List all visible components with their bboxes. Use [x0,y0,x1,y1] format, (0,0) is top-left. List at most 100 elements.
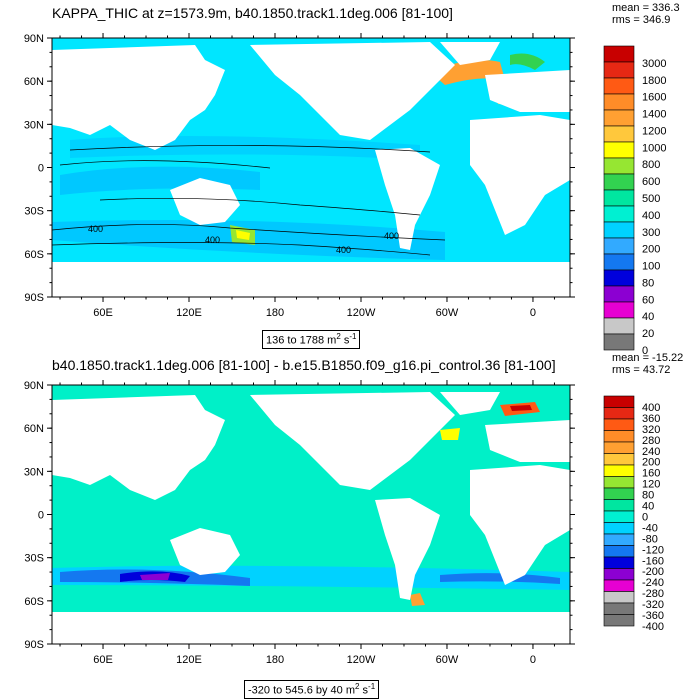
lon-tick-label: 0 [530,654,536,666]
colorbar-label: 360 [642,413,660,425]
lon-tick-label: 120E [176,307,202,319]
colorbar-label: 20 [642,328,654,340]
colorbar-label: 400 [642,402,660,414]
colorbar-swatch [603,301,635,319]
anomaly-band [440,573,560,584]
map-panel-top: KAPPA_THIC at z=1573.9m, b40.1850.track1… [24,2,680,357]
colorbar-label: 400 [642,210,660,222]
colorbar-swatch [603,269,635,287]
lon-tick-label: 0 [530,307,536,319]
lon-tick-label: 180 [266,307,284,319]
colorbar-label: -160 [642,555,664,567]
lon-tick-label: 120W [347,307,376,319]
colorbar-swatch [603,285,635,303]
lon-tick-label: 120E [176,654,202,666]
lon-tick-label: 60E [93,307,113,319]
colorbar: 40036032028024020016012080400-40-80-120-… [603,395,664,633]
lon-tick-label: 60W [436,307,459,319]
anomaly-band [140,573,170,580]
lat-tick-label: 0 [38,163,44,175]
colorbar-label: -280 [642,588,664,600]
colorbar-swatch [603,317,635,335]
colorbar: 3000180016001400120010008006005004003002… [603,45,666,357]
colorbar-swatch [603,253,635,271]
colorbar-label: 100 [642,261,660,273]
colorbar-swatch [603,510,635,523]
colorbar-swatch [603,395,635,408]
colorbar-swatch [603,430,635,443]
axes: 90N 60N 30N 0 30S 60S 90S 60E 120E 180 120W 60W 0 [24,380,575,666]
colorbar-label: 500 [642,193,660,205]
lon-tick-label: 60W [436,654,459,666]
lat-tick-label: 90N [24,33,44,45]
panel-title: KAPPA_THIC at z=1573.9m, b40.1850.track1… [52,5,453,21]
lat-tick-label: 30N [24,466,44,478]
hotspot [510,53,545,70]
colorbar-label: 280 [642,435,660,447]
panel-title: b40.1850.track1.1deg.006 [81-100] - b.e1… [52,357,556,373]
colorbar-label: 40 [642,311,654,323]
lat-tick-label: 0 [38,510,44,522]
colorbar-swatch [603,591,635,604]
colorbar-label: 800 [642,159,660,171]
lat-tick-label: 90S [24,639,44,651]
contour-label: 400 [205,235,220,245]
colorbar-swatch [603,173,635,191]
lat-tick-label: 90S [24,292,44,304]
colorbar-swatch [603,533,635,546]
colorbar-label: 60 [642,294,654,306]
colorbar-label: 40 [642,501,654,513]
colorbar-swatch [603,418,635,431]
colorbar-swatch [603,109,635,127]
colorbar-label: 3000 [642,58,666,70]
colorbar-swatch [603,407,635,420]
range-label: -320 to 545.6 by 40 m2 s-1 [244,680,380,699]
colorbar-swatch [603,464,635,477]
lon-tick-label: 120W [347,654,376,666]
lat-tick-label: 60N [24,423,44,435]
colorbar-label: 1800 [642,75,666,87]
colorbar-label: 0 [642,511,648,523]
colorbar-swatch [603,453,635,466]
stats-block: mean = -15.22 rms = 43.72 [612,352,683,376]
lat-tick-label: 30S [24,553,44,565]
colorbar-label: -240 [642,577,664,589]
hotspot [236,230,250,240]
anomaly-hotspot [410,593,425,606]
colorbar-swatch [603,556,635,569]
lat-tick-label: 90N [24,380,44,392]
rms-value: rms = 43.72 [612,364,671,376]
colorbar-swatch [603,333,635,351]
mean-value: mean = 336.3 [612,2,680,14]
colorbar-label: 120 [642,479,660,491]
colorbar-label: 240 [642,446,660,458]
colorbar-label: 300 [642,227,660,239]
colorbar-label: 1400 [642,109,666,121]
colorbar-label: -400 [642,621,664,633]
colorbar-label: 1200 [642,125,666,137]
colorbar-label: -40 [642,522,658,534]
anomaly-hotspot [510,405,532,411]
colorbar-swatch [603,45,635,63]
colorbar-swatch [603,157,635,175]
colorbar-swatch [603,568,635,581]
lat-tick-label: 60S [24,249,44,261]
mean-value: mean = -15.22 [612,352,684,364]
colorbar-swatch [603,125,635,143]
colorbar-swatch [603,205,635,223]
colorbar-label: -120 [642,544,664,556]
colorbar-label: 80 [642,490,654,502]
colorbar-swatch [603,602,635,615]
colorbar-label: 160 [642,468,660,480]
anomaly-hotspot [440,428,460,440]
map-svg: 90N 60N 30N 0 30S 60S 90S 60E 120E 180 120W 60W 0 40… [24,380,664,666]
colorbar-label: 0 [642,345,648,357]
contour-label: 400 [384,231,399,241]
colorbar-swatch [603,522,635,535]
colorbar-swatch [603,476,635,489]
colorbar-label: -80 [642,533,658,545]
lat-tick-label: 60N [24,76,44,88]
lat-tick-label: 60S [24,596,44,608]
colorbar-label: -360 [642,610,664,622]
colorbar-swatch [603,189,635,207]
